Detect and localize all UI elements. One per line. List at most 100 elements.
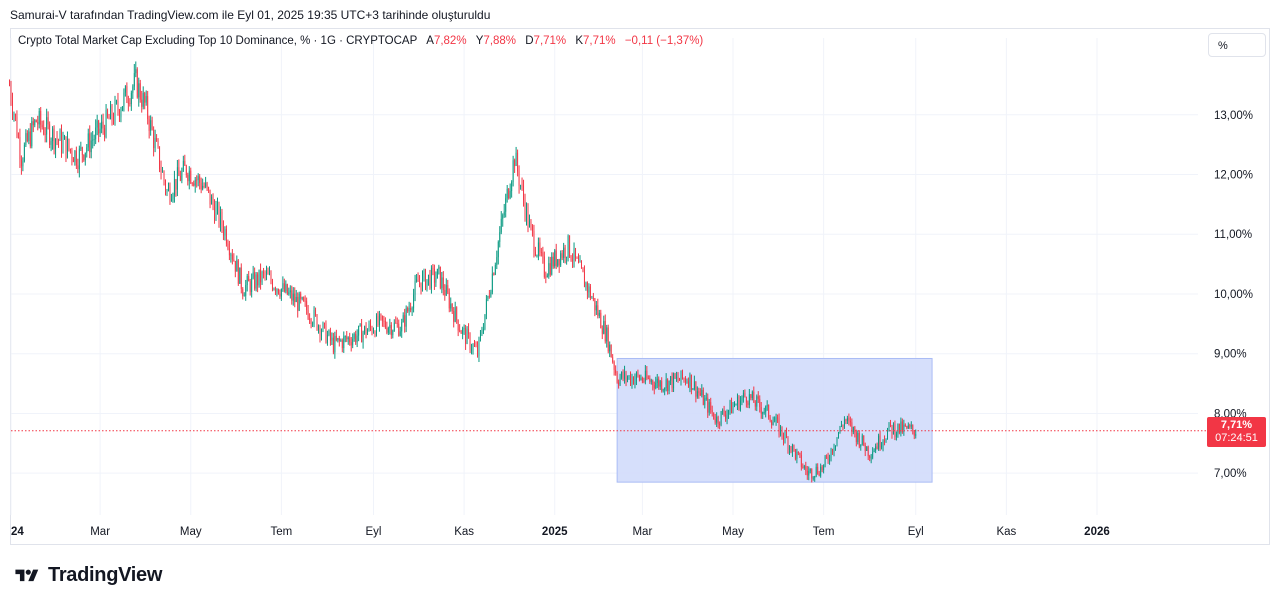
candle — [646, 366, 648, 381]
candle — [505, 193, 507, 218]
candle — [552, 252, 554, 269]
candle — [781, 426, 783, 440]
candle — [835, 445, 837, 451]
candle — [411, 306, 413, 316]
candle — [267, 267, 269, 275]
candle — [476, 341, 478, 358]
candle — [534, 246, 536, 257]
candle — [65, 136, 67, 163]
candle — [580, 260, 582, 269]
candle — [274, 286, 276, 296]
candle — [898, 423, 900, 435]
candle — [41, 120, 43, 130]
candle — [190, 167, 192, 185]
candle — [219, 206, 221, 232]
candle — [531, 224, 533, 237]
candle — [702, 387, 704, 406]
candle — [803, 464, 805, 470]
candle — [228, 240, 230, 261]
candle — [812, 476, 814, 481]
candle — [686, 378, 688, 384]
candle — [589, 283, 591, 301]
candle — [381, 315, 383, 327]
candle — [234, 260, 236, 278]
candle — [347, 336, 349, 345]
candle — [627, 375, 629, 383]
candle — [462, 326, 464, 340]
candle — [848, 413, 850, 426]
candle — [215, 200, 217, 221]
candle — [318, 324, 320, 334]
candle — [910, 421, 912, 430]
candle — [757, 391, 759, 403]
candle — [696, 386, 698, 399]
legend-low-value: 7,71% — [533, 35, 567, 47]
candle — [693, 375, 695, 391]
candle — [343, 331, 345, 353]
candle — [340, 338, 342, 342]
candle — [849, 416, 851, 427]
candle — [312, 321, 314, 327]
candle — [641, 376, 643, 384]
candle — [145, 90, 147, 106]
candle — [86, 144, 88, 158]
candle — [582, 267, 584, 273]
x-tick-label: May — [722, 526, 744, 538]
candle — [625, 370, 627, 387]
candle — [695, 381, 697, 403]
tradingview-brand[interactable]: TradingView — [12, 564, 162, 587]
candle — [479, 329, 481, 342]
price-unit-button[interactable]: % — [1208, 33, 1266, 57]
candle — [356, 329, 358, 348]
candle — [353, 332, 355, 342]
candle — [710, 397, 712, 414]
candle — [546, 273, 548, 278]
candle — [32, 117, 34, 133]
candle — [81, 146, 83, 163]
grid-lines — [10, 38, 1198, 515]
candle — [38, 108, 40, 129]
candle — [491, 266, 493, 295]
candle — [233, 253, 235, 262]
candle — [19, 128, 21, 168]
chart-legend: Crypto Total Market Cap Excluding Top 10… — [18, 35, 703, 47]
candle — [704, 395, 706, 409]
candle — [14, 113, 16, 122]
candle — [839, 425, 841, 434]
candle — [407, 306, 409, 313]
candle — [453, 307, 455, 328]
candle — [410, 302, 412, 313]
candle — [739, 396, 741, 412]
candle — [279, 289, 281, 299]
candle — [59, 128, 61, 141]
y-tick-label: 11,00% — [1214, 229, 1252, 241]
candle — [319, 324, 321, 343]
price-axis: 7,00%8,00%9,00%10,00%11,00%12,00%13,00% — [1214, 110, 1253, 480]
candle — [283, 278, 285, 293]
candle — [463, 324, 465, 335]
candle — [426, 279, 428, 292]
candle — [84, 152, 86, 166]
candle — [254, 267, 256, 291]
candle — [268, 266, 270, 276]
candle — [389, 318, 391, 335]
candle — [69, 148, 71, 154]
candle — [794, 448, 796, 461]
candle — [384, 317, 386, 330]
candle — [352, 333, 354, 349]
candle — [147, 90, 149, 125]
candle — [402, 312, 404, 323]
candle — [524, 193, 526, 222]
candle — [817, 463, 819, 475]
candle — [359, 323, 361, 327]
candle — [771, 419, 773, 429]
candle — [328, 329, 330, 337]
candle — [255, 271, 257, 292]
candle — [459, 324, 461, 333]
candle — [270, 270, 272, 285]
candle — [58, 138, 60, 148]
candle — [212, 193, 214, 211]
time-axis: 24 Mar May Tem Eyl Kas 2025 Mar May Tem Eyl Kas 2026 — [11, 526, 1110, 538]
candle — [231, 249, 233, 265]
